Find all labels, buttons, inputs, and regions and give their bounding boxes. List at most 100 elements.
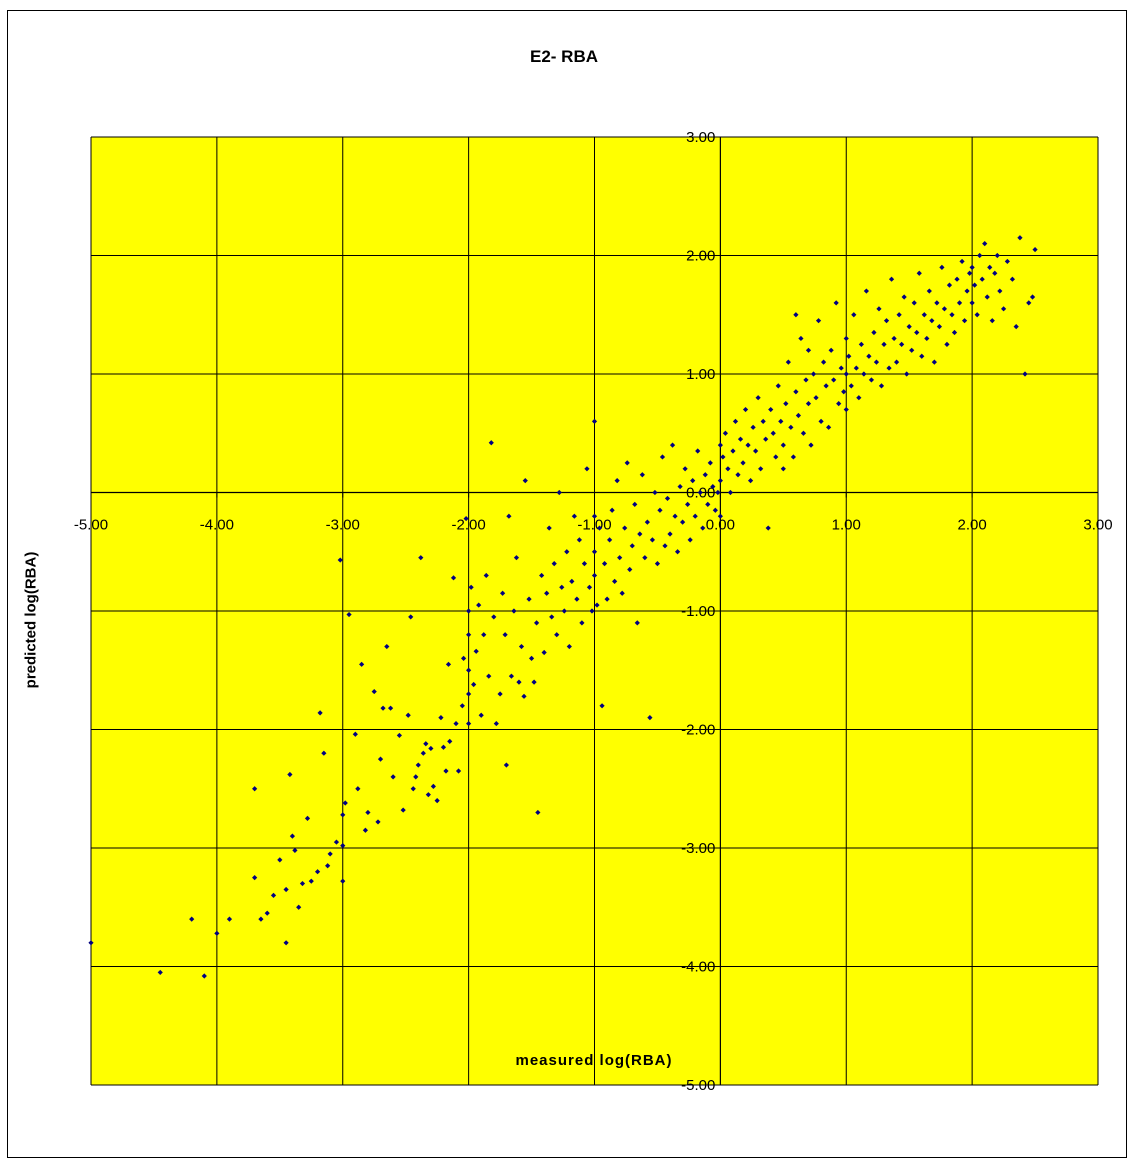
data-point xyxy=(654,561,661,567)
data-point xyxy=(944,341,950,347)
data-point xyxy=(466,632,472,638)
data-point xyxy=(856,395,862,401)
x-axis-label: measured log(RBA) xyxy=(515,1052,673,1069)
data-point xyxy=(556,489,562,496)
data-point xyxy=(434,798,440,804)
data-point xyxy=(632,501,638,507)
data-point xyxy=(296,904,302,910)
data-point xyxy=(413,774,419,780)
data-point xyxy=(526,596,532,602)
data-point xyxy=(951,329,958,336)
data-point xyxy=(758,466,764,472)
data-point xyxy=(1017,235,1023,241)
data-point xyxy=(795,412,802,419)
data-point xyxy=(497,691,503,697)
data-point xyxy=(868,377,875,383)
data-point xyxy=(617,555,623,561)
data-point xyxy=(866,353,872,359)
data-point xyxy=(755,395,761,401)
data-point xyxy=(911,300,917,306)
data-point xyxy=(722,430,729,436)
data-point xyxy=(770,430,776,436)
data-point xyxy=(642,555,648,561)
data-point xyxy=(818,418,824,424)
data-point xyxy=(680,519,686,525)
data-point xyxy=(967,270,973,276)
data-point xyxy=(823,383,829,389)
y-tick-label: 1.00 xyxy=(686,366,715,383)
data-point xyxy=(861,371,867,377)
data-point xyxy=(695,448,701,454)
data-point xyxy=(539,572,545,579)
data-point xyxy=(535,809,541,816)
data-point xyxy=(982,241,988,247)
data-point xyxy=(371,688,377,695)
data-point xyxy=(853,365,859,371)
data-point xyxy=(690,478,696,484)
data-point xyxy=(362,827,369,833)
data-point xyxy=(478,712,484,718)
data-point xyxy=(252,786,258,792)
data-point xyxy=(662,543,668,549)
x-tick-label: 2.00 xyxy=(958,517,987,534)
data-point xyxy=(591,513,598,519)
data-point xyxy=(604,596,610,602)
data-point xyxy=(878,383,885,389)
data-point xyxy=(438,715,444,721)
data-point xyxy=(554,632,560,638)
data-point xyxy=(488,440,494,446)
data-point xyxy=(607,537,613,543)
data-point xyxy=(843,371,849,377)
data-point xyxy=(647,715,653,721)
data-point xyxy=(559,584,565,590)
y-tick-label: -1.00 xyxy=(681,603,715,620)
data-point xyxy=(841,389,847,395)
data-point xyxy=(380,705,386,711)
data-point xyxy=(883,318,890,324)
data-point xyxy=(415,762,421,768)
data-point xyxy=(283,940,289,946)
data-point xyxy=(453,720,459,727)
data-point xyxy=(891,335,897,342)
data-point xyxy=(528,655,535,661)
data-point xyxy=(447,738,453,744)
data-point xyxy=(753,448,759,454)
data-point xyxy=(596,525,603,531)
data-point xyxy=(836,401,842,407)
data-point xyxy=(652,489,658,496)
x-tick-label: -4.00 xyxy=(200,517,234,534)
data-point xyxy=(337,557,343,563)
data-point xyxy=(826,424,832,430)
data-point xyxy=(833,300,839,306)
data-point xyxy=(1029,294,1036,300)
data-point xyxy=(264,910,270,916)
data-point xyxy=(732,418,739,424)
data-point xyxy=(214,930,220,936)
data-point xyxy=(571,513,577,519)
data-point xyxy=(471,681,477,688)
data-point xyxy=(440,744,447,750)
data-point xyxy=(516,679,522,685)
y-tick-label: 3.00 xyxy=(686,129,715,146)
data-point xyxy=(612,578,618,584)
data-point xyxy=(956,300,963,306)
data-point xyxy=(674,549,681,555)
data-point xyxy=(581,561,588,567)
data-point xyxy=(979,276,985,282)
data-point xyxy=(961,318,968,324)
data-points xyxy=(88,235,1038,979)
data-point xyxy=(466,667,472,673)
data-point xyxy=(639,472,645,478)
data-point xyxy=(541,649,547,656)
data-point xyxy=(805,347,812,353)
data-point xyxy=(445,661,452,667)
data-point xyxy=(1013,324,1019,330)
data-point xyxy=(473,648,479,654)
data-point xyxy=(717,442,723,448)
data-point xyxy=(657,507,663,513)
data-point xyxy=(949,312,955,318)
data-point xyxy=(1022,371,1028,377)
data-point xyxy=(677,483,683,490)
y-axis-label: predicted log(RBA) xyxy=(22,551,40,689)
data-point xyxy=(1032,246,1038,253)
